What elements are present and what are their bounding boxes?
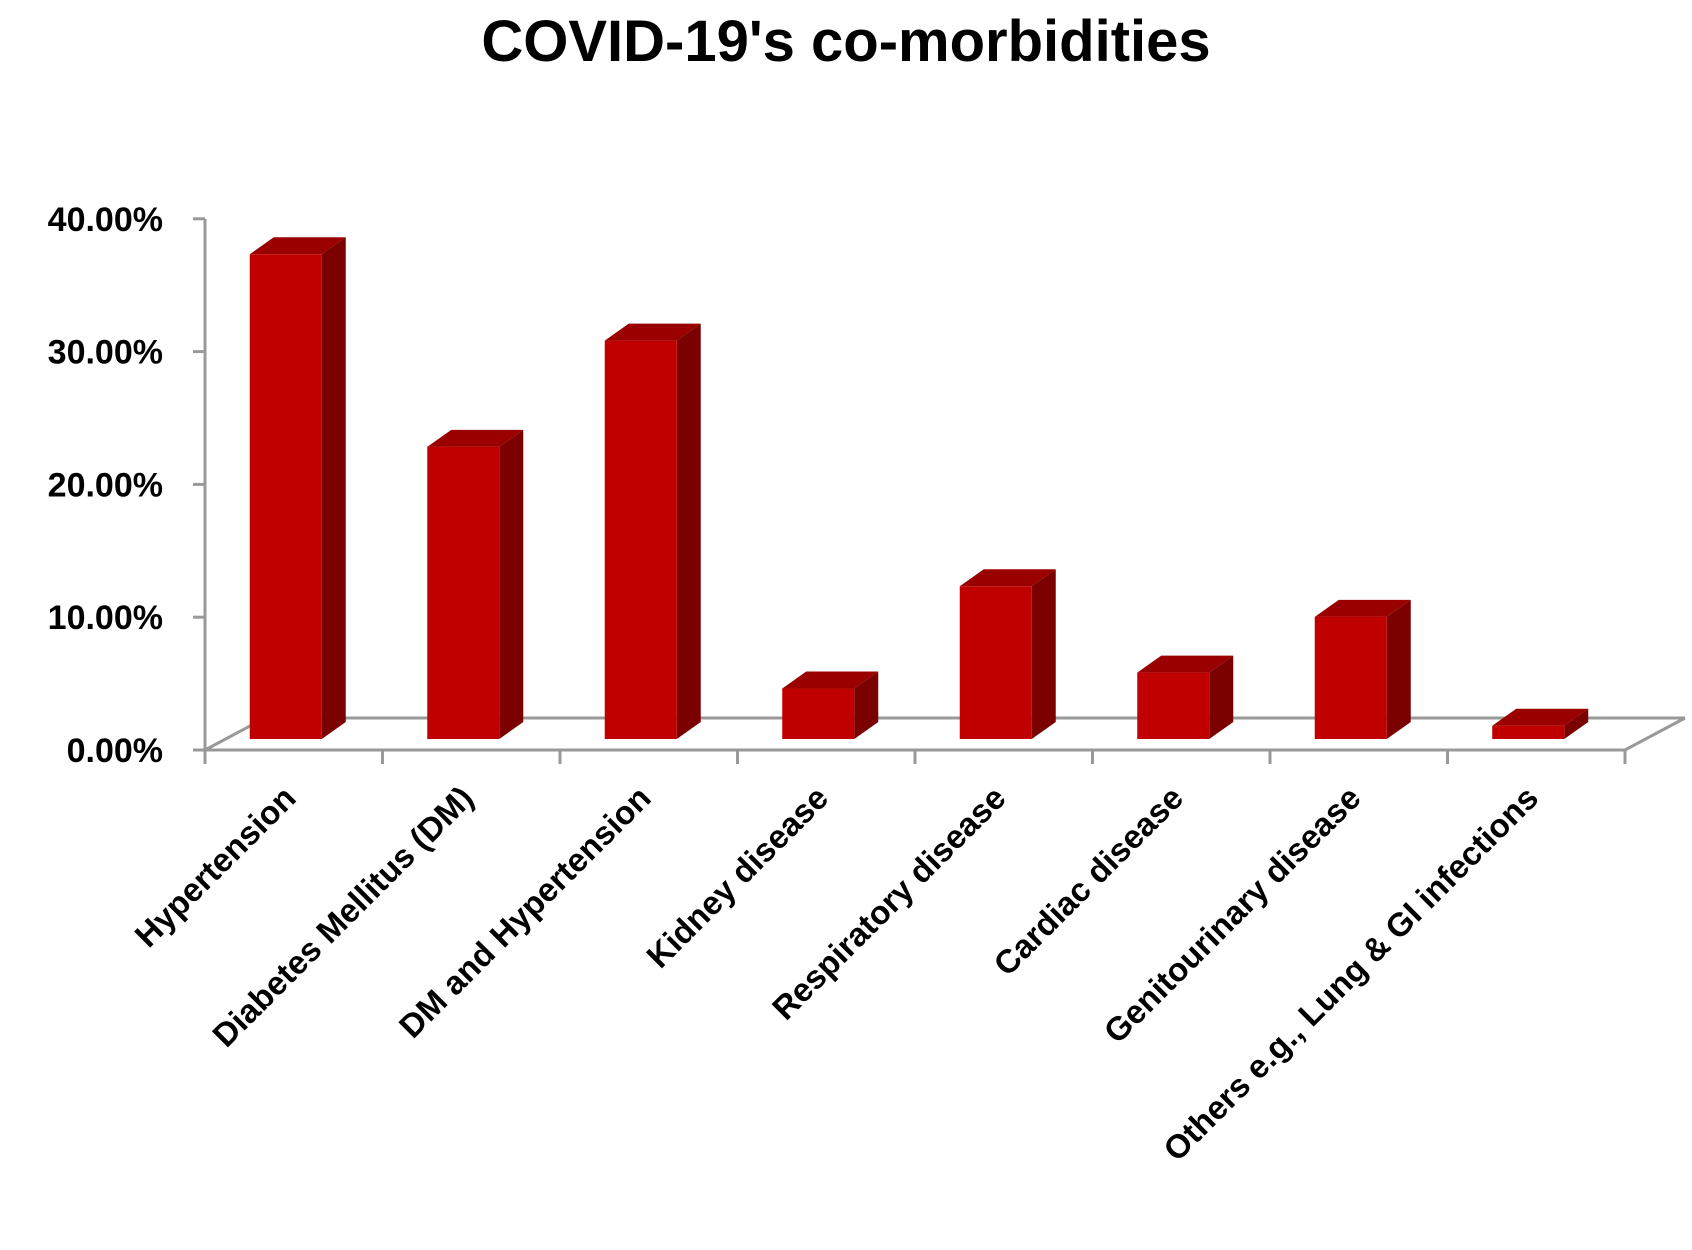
x-tick-label: Hypertension <box>127 779 302 954</box>
y-tick-label: 30.00% <box>48 334 163 372</box>
bar-top <box>604 323 701 341</box>
bar-side <box>1031 569 1056 739</box>
bar-side <box>676 323 701 739</box>
bar-side <box>1209 655 1234 739</box>
x-tick-label: Cardiac disease <box>986 779 1190 983</box>
x-tick-label: Others e.g., Lung & GI infections <box>1156 779 1545 1168</box>
y-tick-label: 20.00% <box>48 466 163 504</box>
chart-title: COVID-19's co-morbidities <box>481 9 1211 74</box>
bar-top <box>782 671 879 689</box>
bar <box>1314 616 1387 739</box>
x-tick-label: Kidney disease <box>639 779 835 975</box>
bar <box>604 340 677 739</box>
bar-side <box>1564 708 1589 739</box>
y-tick-label: 10.00% <box>48 599 163 637</box>
bar <box>959 586 1032 739</box>
bar-side <box>499 429 524 739</box>
bar <box>1492 725 1565 739</box>
floor-right-edge <box>1624 716 1686 752</box>
bar-top <box>1137 655 1234 673</box>
bar <box>1137 672 1210 739</box>
bar-top <box>1314 599 1411 617</box>
bar <box>249 254 322 739</box>
bar-side <box>1386 599 1411 739</box>
bar-top <box>959 569 1056 587</box>
y-tick-label: 0.00% <box>67 732 163 770</box>
bar-side <box>321 237 346 739</box>
bar-top <box>1492 708 1589 726</box>
bar <box>427 446 500 739</box>
bar-top <box>427 429 524 447</box>
bar <box>782 688 855 739</box>
bar-side <box>854 671 879 739</box>
y-tick-label: 40.00% <box>48 201 163 239</box>
bar-top <box>249 237 346 255</box>
